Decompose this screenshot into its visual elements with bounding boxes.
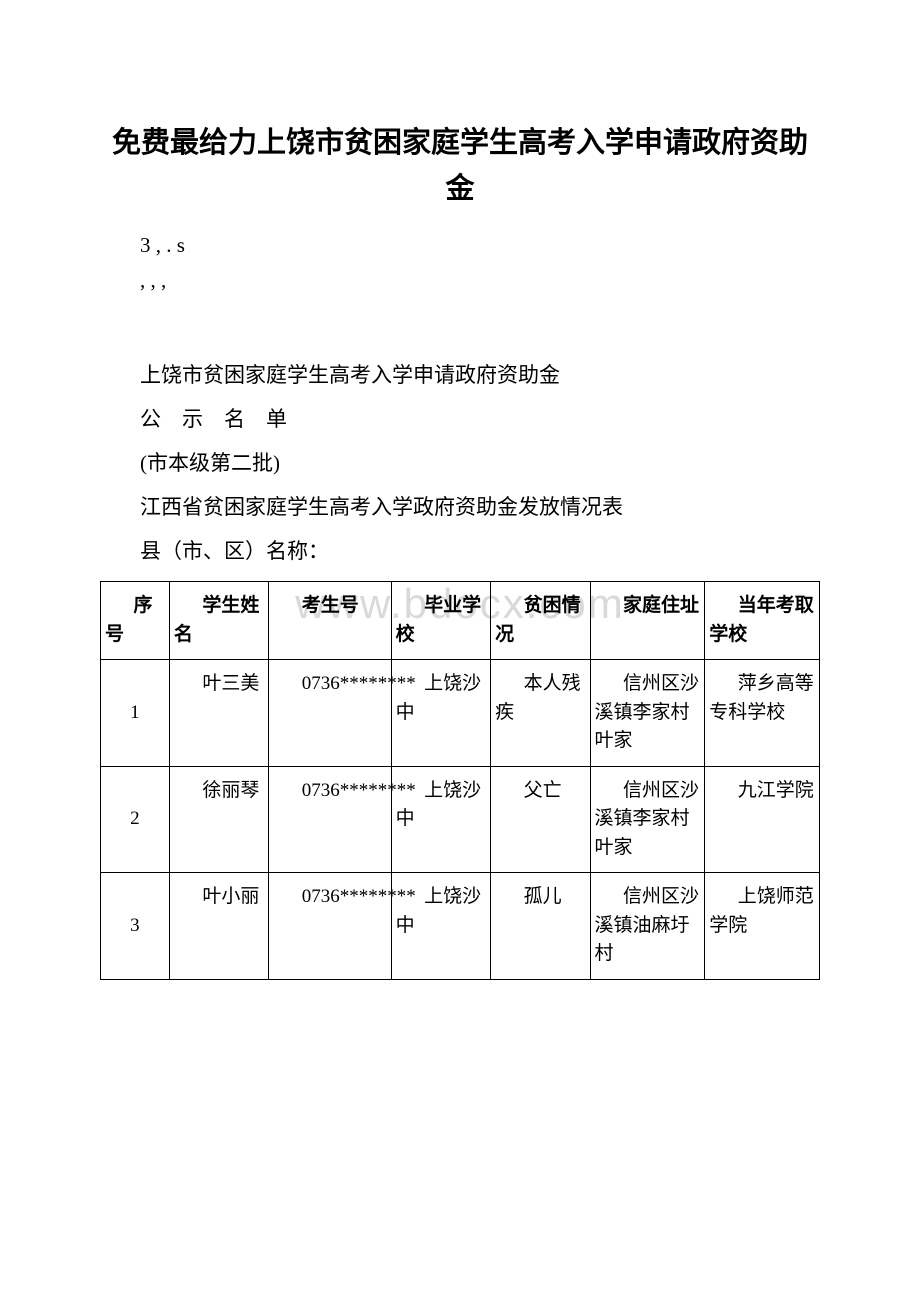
funding-table: 序号 学生姓名 考生号 毕业学校 贫困情况 家庭住址 当年考取学校 1 叶三美 … [100,581,820,980]
cell-addr: 信州区沙溪镇李家村叶家 [590,766,705,873]
table-row: 3 叶小丽 0736******** 上饶沙中 孤儿 信州区沙溪镇油麻圩村 上饶… [101,873,820,980]
cell-admit: 九江学院 [705,766,820,873]
cell-name: 徐丽琴 [169,766,268,873]
cell-exam: 0736******** [269,660,391,767]
col-header-name: 学生姓名 [169,582,268,660]
col-header-index: 序号 [101,582,170,660]
cell-admit: 萍乡高等专科学校 [705,660,820,767]
cell-poverty: 本人残疾 [491,660,590,767]
cell-name: 叶三美 [169,660,268,767]
intro-line-3: (市本级第二批) [140,441,820,485]
cell-index: 3 [101,873,170,980]
cell-poverty: 父亡 [491,766,590,873]
cell-index: 2 [101,766,170,873]
intro-line-2: 公 示 名 单 [140,397,820,441]
pre-line-1: 3 , . s [100,233,820,258]
cell-addr: 信州区沙溪镇李家村叶家 [590,660,705,767]
col-header-admit: 当年考取学校 [705,582,820,660]
intro-line-1: 上饶市贫困家庭学生高考入学申请政府资助金 [140,353,820,397]
intro-line-4: 江西省贫困家庭学生高考入学政府资助金发放情况表 [140,485,820,529]
pre-line-2: , , , [100,268,820,293]
col-header-addr: 家庭住址 [590,582,705,660]
cell-poverty: 孤儿 [491,873,590,980]
intro-line-5: 县（市、区）名称： [140,529,820,573]
document-title: 免费最给力上饶市贫困家庭学生高考入学申请政府资助金 [100,120,820,213]
col-header-poverty: 贫困情况 [491,582,590,660]
table-header-row: 序号 学生姓名 考生号 毕业学校 贫困情况 家庭住址 当年考取学校 [101,582,820,660]
content-block: 上饶市贫困家庭学生高考入学申请政府资助金 公 示 名 单 (市本级第二批) 江西… [100,353,820,573]
cell-exam: 0736******** [269,873,391,980]
table-row: 2 徐丽琴 0736******** 上饶沙中 父亡 信州区沙溪镇李家村叶家 九… [101,766,820,873]
cell-addr: 信州区沙溪镇油麻圩村 [590,873,705,980]
cell-exam: 0736******** [269,766,391,873]
col-header-school: 毕业学校 [391,582,490,660]
table-row: 1 叶三美 0736******** 上饶沙中 本人残疾 信州区沙溪镇李家村叶家… [101,660,820,767]
col-header-exam: 考生号 [269,582,391,660]
cell-name: 叶小丽 [169,873,268,980]
cell-admit: 上饶师范学院 [705,873,820,980]
cell-index: 1 [101,660,170,767]
